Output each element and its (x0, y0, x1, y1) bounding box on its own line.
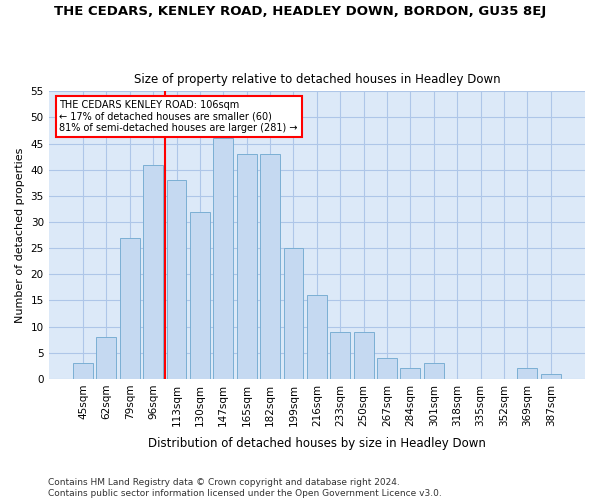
Bar (190, 212, 210, 379)
Bar (97, 337, 116, 379)
X-axis label: Distribution of detached houses by size in Headley Down: Distribution of detached houses by size … (148, 437, 486, 450)
Bar (260, 154, 280, 379)
Bar (237, 154, 257, 379)
Bar (377, 358, 397, 379)
Bar (284, 248, 304, 379)
Y-axis label: Number of detached properties: Number of detached properties (15, 148, 25, 323)
Bar (120, 238, 140, 379)
Text: THE CEDARS, KENLEY ROAD, HEADLEY DOWN, BORDON, GU35 8EJ: THE CEDARS, KENLEY ROAD, HEADLEY DOWN, B… (54, 5, 546, 18)
Bar (143, 164, 163, 379)
Bar (167, 180, 187, 379)
Title: Size of property relative to detached houses in Headley Down: Size of property relative to detached ho… (134, 73, 500, 86)
Bar (214, 138, 233, 379)
Bar (330, 332, 350, 379)
Text: Contains HM Land Registry data © Crown copyright and database right 2024.
Contai: Contains HM Land Registry data © Crown c… (48, 478, 442, 498)
Bar (307, 295, 327, 379)
Bar (541, 374, 560, 379)
Text: THE CEDARS KENLEY ROAD: 106sqm
← 17% of detached houses are smaller (60)
81% of : THE CEDARS KENLEY ROAD: 106sqm ← 17% of … (59, 100, 298, 133)
Bar (424, 363, 443, 379)
Bar (517, 368, 537, 379)
Bar (73, 363, 93, 379)
Bar (400, 368, 421, 379)
Bar (353, 332, 374, 379)
